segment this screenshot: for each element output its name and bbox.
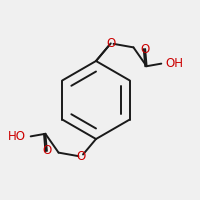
Text: HO: HO — [8, 130, 26, 143]
Text: O: O — [77, 150, 86, 163]
Text: O: O — [106, 37, 115, 50]
Text: O: O — [42, 144, 52, 157]
Text: OH: OH — [166, 57, 184, 70]
Text: O: O — [140, 43, 150, 56]
